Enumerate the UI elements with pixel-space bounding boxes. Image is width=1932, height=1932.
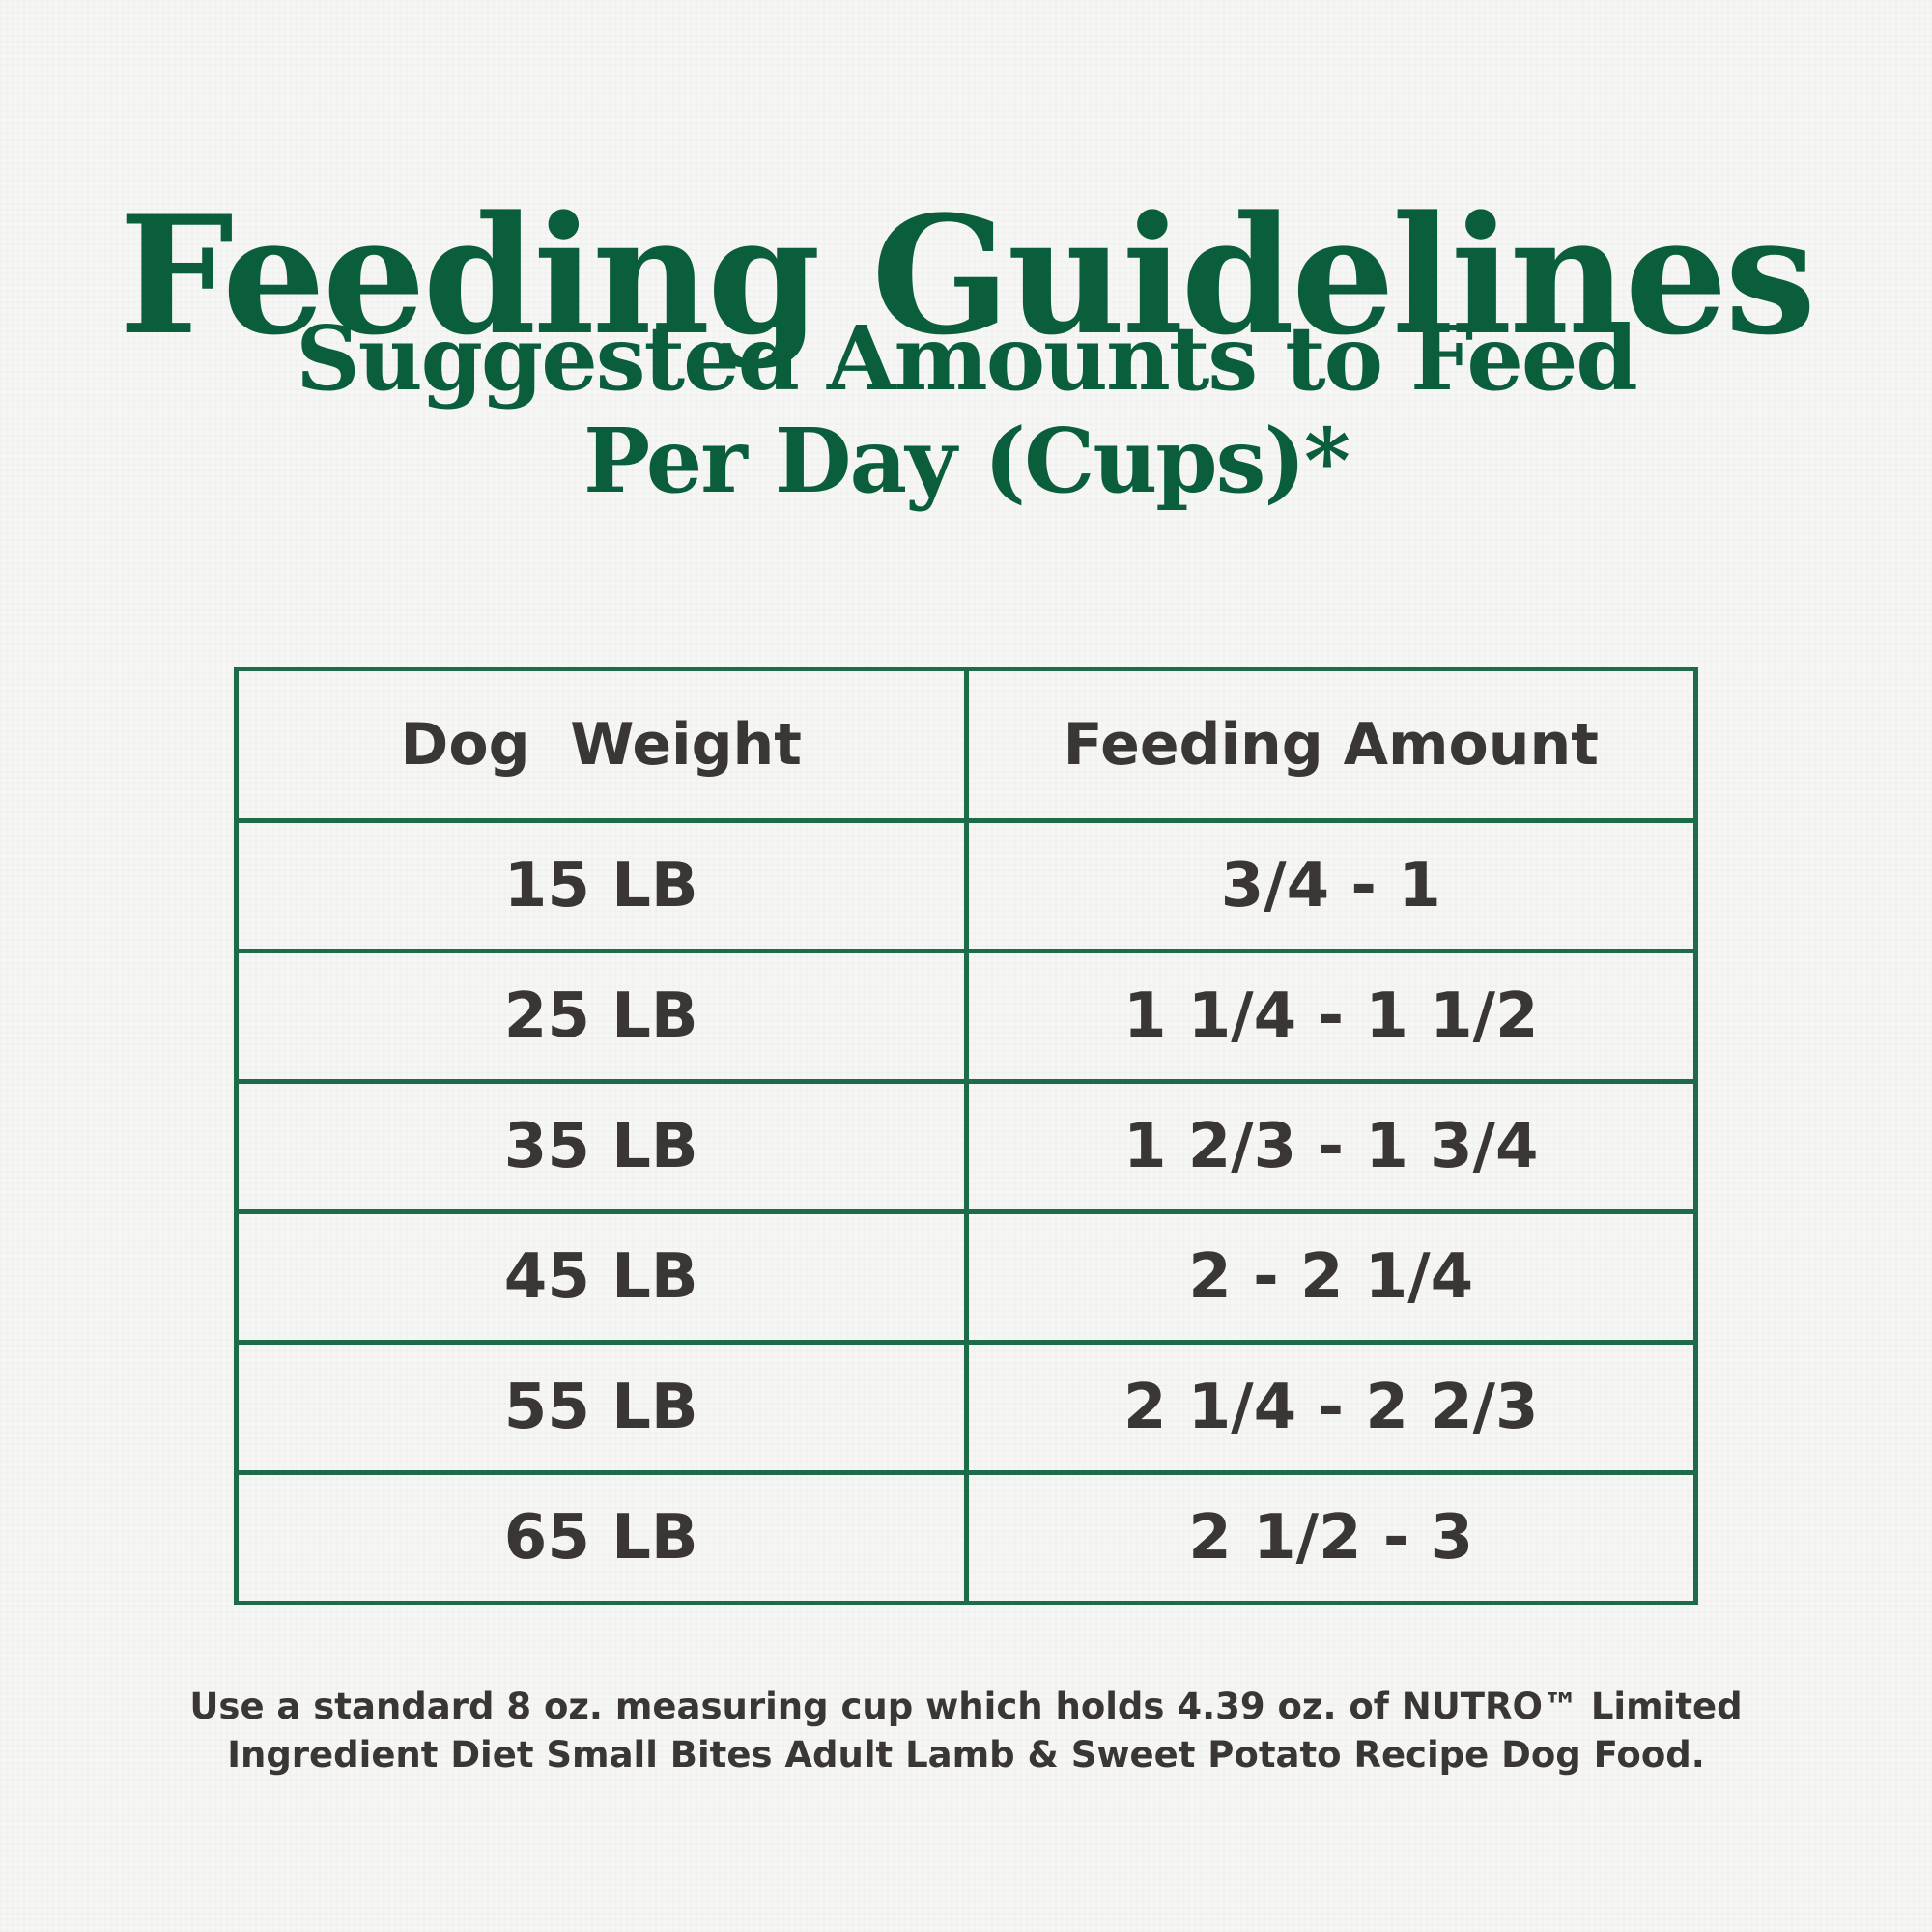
subtitle-line-1: Suggested Amounts to Feed <box>296 306 1637 411</box>
dog-weight-cell: 35 LB <box>234 1079 969 1214</box>
feeding-amount-cell: 1 2/3 - 1 3/4 <box>963 1079 1698 1214</box>
table-row: 45 LB 2 - 2 1/4 <box>234 1209 1698 1345</box>
feeding-amount-cell: 2 1/2 - 3 <box>963 1470 1698 1605</box>
table-header-row: Dog Weight Feeding Amount <box>234 667 1698 823</box>
page-subtitle: Suggested Amounts to Feed Per Day (Cups)… <box>0 307 1932 512</box>
dog-weight-cell: 45 LB <box>234 1209 969 1345</box>
dog-weight-cell: 15 LB <box>234 818 969 953</box>
table-row: 55 LB 2 1/4 - 2 2/3 <box>234 1340 1698 1475</box>
footnote: Use a standard 8 oz. measuring cup which… <box>0 1683 1932 1779</box>
table-row: 65 LB 2 1/2 - 3 <box>234 1470 1698 1605</box>
dog-weight-cell: 65 LB <box>234 1470 969 1605</box>
subtitle-line-2: Per Day (Cups)* <box>582 409 1350 513</box>
feeding-table: Dog Weight Feeding Amount 15 LB 3/4 - 1 … <box>234 667 1698 1605</box>
feeding-amount-cell: 1 1/4 - 1 1/2 <box>963 949 1698 1084</box>
column-header-feeding-amount: Feeding Amount <box>963 667 1698 823</box>
table-row: 35 LB 1 2/3 - 1 3/4 <box>234 1079 1698 1214</box>
feeding-amount-cell: 2 - 2 1/4 <box>963 1209 1698 1345</box>
feeding-amount-cell: 3/4 - 1 <box>963 818 1698 953</box>
page-title: Feeding Guidelines <box>118 179 1816 371</box>
dog-weight-cell: 25 LB <box>234 949 969 1084</box>
table-row: 15 LB 3/4 - 1 <box>234 818 1698 953</box>
dog-weight-cell: 55 LB <box>234 1340 969 1475</box>
table-row: 25 LB 1 1/4 - 1 1/2 <box>234 949 1698 1084</box>
footnote-line-2: Ingredient Diet Small Bites Adult Lamb &… <box>227 1734 1705 1776</box>
footnote-line-1: Use a standard 8 oz. measuring cup which… <box>189 1686 1743 1727</box>
feeding-amount-cell: 2 1/4 - 2 2/3 <box>963 1340 1698 1475</box>
column-header-dog-weight: Dog Weight <box>234 667 969 823</box>
